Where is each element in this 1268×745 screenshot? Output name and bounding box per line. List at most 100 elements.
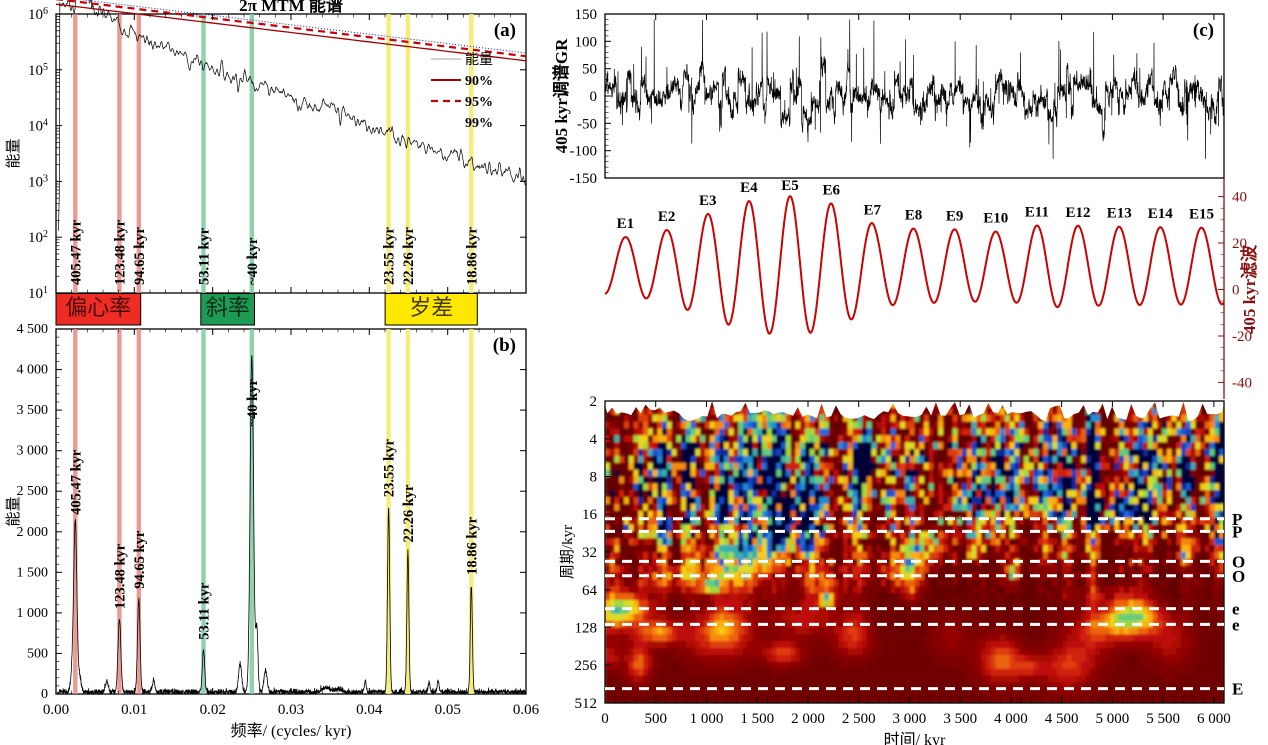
svg-text:时间/ kyr: 时间/ kyr [884, 731, 946, 745]
svg-text:123.48 kyr: 123.48 kyr [112, 219, 128, 285]
svg-text:256: 256 [575, 658, 598, 674]
svg-text:123.48 kyr: 123.48 kyr [112, 543, 128, 609]
svg-text:岁差: 岁差 [409, 295, 453, 320]
svg-text:E15: E15 [1189, 207, 1214, 223]
svg-text:18.86 kyr: 18.86 kyr [464, 226, 480, 285]
svg-text:E1: E1 [617, 216, 635, 232]
svg-text:E11: E11 [1025, 205, 1049, 221]
svg-text:1 000: 1 000 [17, 606, 49, 621]
svg-text:E2: E2 [658, 209, 676, 225]
svg-text:16: 16 [582, 507, 598, 523]
svg-text:4 000: 4 000 [994, 711, 1028, 727]
svg-text:偏心率: 偏心率 [65, 295, 131, 320]
svg-text:E12: E12 [1065, 205, 1090, 221]
svg-text:94.65 kyr: 94.65 kyr [132, 530, 148, 589]
svg-text:23.55 kyr: 23.55 kyr [382, 439, 398, 498]
svg-text:能量: 能量 [5, 138, 22, 168]
svg-text:18.86 kyr: 18.86 kyr [464, 516, 480, 575]
svg-text:2π MTM 能谱: 2π MTM 能谱 [239, 0, 343, 15]
svg-text:E3: E3 [699, 193, 717, 209]
svg-text:~40 kyr: ~40 kyr [245, 237, 261, 285]
svg-text:-40: -40 [1232, 375, 1252, 391]
svg-text:32: 32 [582, 545, 597, 561]
svg-text:1 500: 1 500 [740, 711, 774, 727]
svg-text:4: 4 [590, 432, 598, 448]
svg-text:100: 100 [575, 34, 598, 50]
svg-text:-100: -100 [570, 144, 598, 160]
svg-text:E: E [1232, 680, 1243, 699]
svg-text:0.01: 0.01 [121, 702, 147, 718]
svg-text:22.26 kyr: 22.26 kyr [401, 484, 417, 543]
svg-text:E9: E9 [946, 208, 964, 224]
svg-text:E6: E6 [822, 183, 840, 199]
svg-text:405 kyr滤波: 405 kyr滤波 [1239, 244, 1259, 334]
svg-text:0: 0 [41, 687, 48, 702]
svg-text:E10: E10 [983, 211, 1008, 227]
svg-text:128: 128 [575, 621, 598, 637]
svg-text:53.11 kyr: 53.11 kyr [197, 582, 213, 640]
svg-text:405 kyr调谱GR: 405 kyr调谱GR [551, 38, 571, 153]
svg-text:22.26 kyr: 22.26 kyr [401, 226, 417, 285]
svg-text:50: 50 [582, 62, 597, 78]
svg-text:0.02: 0.02 [200, 702, 226, 718]
svg-text:2: 2 [590, 394, 598, 410]
svg-text:能量: 能量 [5, 496, 22, 526]
svg-text:e: e [1232, 615, 1240, 634]
svg-text:3 000: 3 000 [17, 444, 49, 459]
svg-text:斜率: 斜率 [206, 295, 250, 320]
svg-text:3 500: 3 500 [943, 711, 977, 727]
svg-text:95%: 95% [465, 95, 493, 110]
svg-text:8: 8 [590, 470, 598, 486]
svg-text:O: O [1232, 567, 1245, 586]
svg-text:0.05: 0.05 [435, 702, 461, 718]
svg-text:500: 500 [644, 711, 667, 727]
svg-text:40: 40 [1232, 190, 1247, 206]
svg-text:53.11 kyr: 53.11 kyr [197, 227, 213, 285]
svg-text:E7: E7 [864, 202, 882, 218]
svg-text:-50: -50 [577, 116, 597, 132]
svg-text:4 500: 4 500 [1045, 711, 1079, 727]
svg-text:-150: -150 [570, 171, 598, 187]
svg-text:23.55 kyr: 23.55 kyr [382, 226, 398, 285]
svg-text:3 000: 3 000 [893, 711, 927, 727]
svg-text:5 500: 5 500 [1146, 711, 1180, 727]
svg-text:5 000: 5 000 [1096, 711, 1130, 727]
svg-text:(b): (b) [493, 335, 516, 356]
svg-text:1 500: 1 500 [17, 565, 49, 580]
svg-text:(a): (a) [494, 20, 516, 41]
svg-text:405.47 kyr: 405.47 kyr [68, 219, 84, 285]
svg-text:3 500: 3 500 [17, 403, 49, 418]
svg-text:0.06: 0.06 [513, 702, 540, 718]
svg-text:90%: 90% [465, 74, 493, 89]
svg-text:0: 0 [590, 89, 598, 105]
svg-text:E4: E4 [740, 180, 758, 196]
svg-text:E13: E13 [1107, 206, 1132, 222]
svg-text:4 500: 4 500 [17, 322, 49, 337]
svg-text:405.47 kyr: 405.47 kyr [68, 449, 84, 515]
svg-text:2 500: 2 500 [842, 711, 876, 727]
svg-text:P: P [1232, 522, 1242, 541]
svg-text:周期/kyr: 周期/kyr [559, 525, 576, 579]
svg-text:6 000: 6 000 [1197, 711, 1231, 727]
svg-text:2 000: 2 000 [791, 711, 825, 727]
svg-text:0: 0 [601, 711, 609, 727]
svg-text:0: 0 [1232, 283, 1240, 299]
svg-text:0.03: 0.03 [278, 702, 304, 718]
svg-text:94.65 kyr: 94.65 kyr [132, 226, 148, 285]
svg-text:频率/ (cycles/ kyr): 频率/ (cycles/ kyr) [231, 722, 352, 740]
svg-text:150: 150 [575, 7, 598, 23]
svg-text:0.04: 0.04 [356, 702, 383, 718]
svg-text:4 000: 4 000 [17, 363, 49, 378]
svg-text:E8: E8 [905, 208, 923, 224]
svg-text:能量: 能量 [465, 52, 493, 68]
svg-text:E14: E14 [1148, 206, 1174, 222]
svg-text:E5: E5 [781, 178, 799, 194]
svg-text:1 000: 1 000 [690, 711, 724, 727]
svg-text:99%: 99% [465, 116, 493, 131]
svg-text:512: 512 [575, 696, 598, 712]
svg-text:500: 500 [27, 646, 48, 661]
svg-text:64: 64 [582, 583, 598, 599]
svg-text:(c): (c) [1193, 20, 1214, 41]
svg-text:0.00: 0.00 [43, 702, 69, 718]
svg-text:~40 kyr: ~40 kyr [245, 379, 261, 427]
